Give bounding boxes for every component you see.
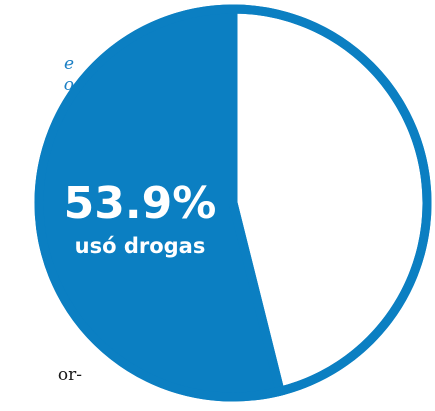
cropped-italic-text-fragment: e o — [0, 54, 74, 114]
pie-outline — [34, 4, 432, 402]
pie-slices — [34, 4, 432, 402]
cropped-body-text-fragment: or- — [57, 365, 82, 385]
fragment-line-1: e — [63, 54, 74, 74]
slice-percent-label: 53.9% — [64, 178, 217, 229]
slice-category-label: usó drogas — [75, 234, 206, 258]
fragment-line-2: o — [63, 75, 74, 95]
pie-slice-label: 53.9% usó drogas — [64, 178, 217, 258]
